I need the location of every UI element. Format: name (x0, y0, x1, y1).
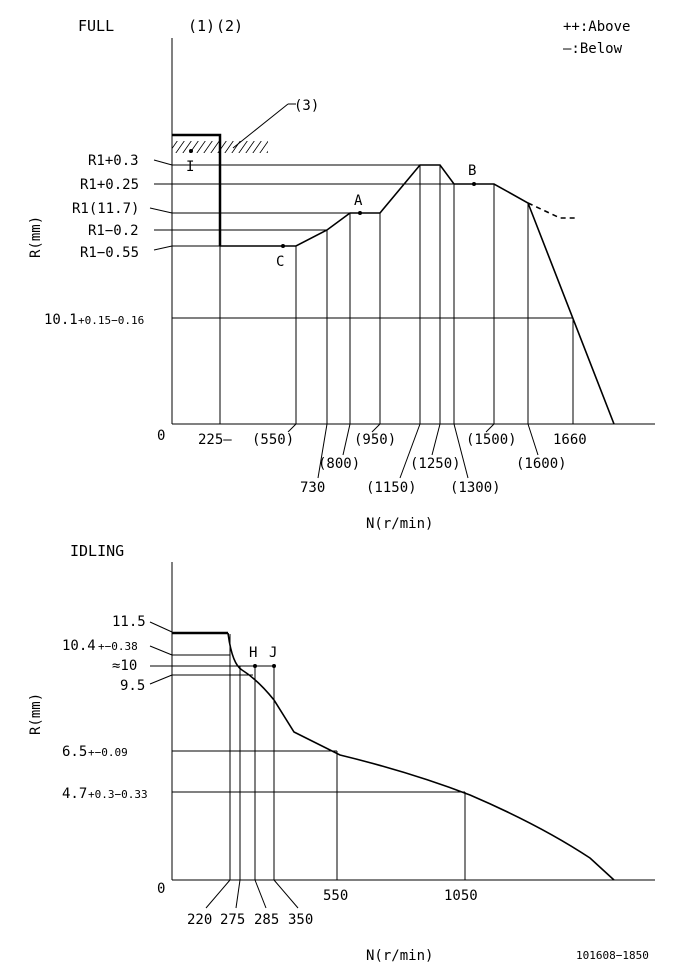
ixlabel-275: 275 (220, 912, 245, 928)
ixlead-285 (254, 879, 267, 909)
xlabel-800: (800) (318, 456, 360, 472)
full-y-axis-title: R(mm) (28, 216, 44, 258)
ylabel-r1: R1(11.7) (72, 201, 139, 217)
iylabel-104: 10.4 (62, 638, 96, 654)
xlead-730 (317, 423, 328, 479)
ylabel-r1m02: R1−0.2 (88, 223, 139, 239)
full-chart: FULL (1) (2) ++:Above —:Below 0 (3) (28, 17, 655, 532)
iylabel-47-tol: +0.3−0.33 (88, 788, 148, 801)
point-i: I (186, 159, 194, 175)
xlabel-1250: (1250) (410, 456, 461, 472)
ilead-104 (149, 645, 173, 656)
callout-3: (3) (294, 98, 319, 114)
xlead-1150 (399, 423, 421, 479)
idling-origin: 0 (157, 881, 165, 897)
point-j: J (269, 645, 277, 661)
full-x-axis-title: N(r/min) (366, 516, 433, 532)
xlabel-1500: (1500) (466, 432, 517, 448)
full-title: FULL (78, 17, 114, 35)
drawing-number: 101608−1850 (576, 949, 649, 962)
ixlabel-1050: 1050 (444, 888, 478, 904)
full-origin: 0 (157, 428, 165, 444)
point-c: C (276, 254, 284, 270)
point-j-marker (272, 664, 276, 668)
point-i-marker (189, 149, 193, 153)
point-a: A (354, 193, 363, 209)
iylabel-104-tol: +−0.38 (98, 640, 138, 653)
ylabel-r1m055: R1−0.55 (80, 245, 139, 261)
ixlabel-550: 550 (323, 888, 348, 904)
xlabel-950: (950) (354, 432, 396, 448)
idling-y-axis-title: R(mm) (28, 693, 44, 735)
ixlead-220 (205, 879, 231, 909)
iylabel-47: 4.7 (62, 786, 87, 802)
xlead-1600 (527, 423, 539, 456)
xlead-800 (342, 423, 351, 456)
legend-below: —:Below (563, 41, 623, 57)
ylabel-101-tol: +0.15−0.16 (78, 314, 144, 327)
iylabel-65: 6.5 (62, 744, 87, 760)
idling-curve (227, 632, 615, 881)
xlabel-1300: (1300) (450, 480, 501, 496)
ixlabel-350: 350 (288, 912, 313, 928)
ylabel-r1p03: R1+0.3 (88, 153, 139, 169)
note-2: (2) (216, 17, 243, 35)
point-b: B (468, 163, 476, 179)
ixlabel-285: 285 (254, 912, 279, 928)
ilead-115 (149, 621, 173, 633)
full-curve (220, 164, 615, 425)
xlead-950 (371, 423, 381, 433)
point-a-marker (358, 211, 362, 215)
xlabel-225: 225— (198, 432, 232, 448)
xlabel-730: 730 (300, 480, 325, 496)
leader-r1m055 (153, 245, 173, 251)
xlabel-1150: (1150) (366, 480, 417, 496)
xlead-1300 (453, 423, 469, 479)
xlead-1250 (431, 423, 441, 456)
xlead-550 (287, 423, 297, 433)
xlead-1500 (485, 423, 495, 433)
iylabel-10: ≈10 (112, 658, 137, 674)
note-1: (1) (188, 17, 215, 35)
ixlead-275 (235, 879, 241, 909)
point-b-marker (472, 182, 476, 186)
iylabel-95: 9.5 (120, 678, 145, 694)
xlabel-550: (550) (252, 432, 294, 448)
xlabel-1660: 1660 (553, 432, 587, 448)
idling-title: IDLING (70, 542, 124, 560)
leader-r1p03 (153, 159, 173, 166)
leader-r1 (149, 207, 173, 214)
full-stopper-line (172, 133, 222, 246)
ylabel-101: 10.1 (44, 312, 78, 328)
idling-chart: IDLING 0 H J (28, 542, 655, 964)
ilead-95 (149, 674, 173, 685)
callout-leader (232, 103, 289, 149)
ixlabel-220: 220 (187, 912, 212, 928)
xlabel-1600: (1600) (516, 456, 567, 472)
iylabel-65-tol: +−0.09 (88, 746, 128, 759)
iylabel-115: 11.5 (112, 614, 146, 630)
point-c-marker (281, 244, 285, 248)
full-curve-dashed (527, 202, 577, 219)
ixlead-350 (273, 879, 299, 909)
point-h-marker (253, 664, 257, 668)
point-h: H (249, 645, 257, 661)
legend-above: ++:Above (563, 19, 630, 35)
idling-x-axis-title: N(r/min) (366, 948, 433, 964)
ylabel-r1p025: R1+0.25 (80, 177, 139, 193)
